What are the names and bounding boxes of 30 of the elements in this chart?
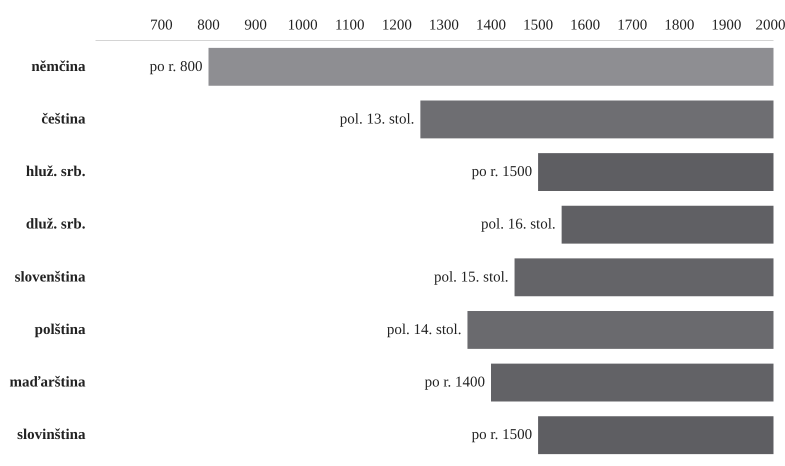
- x-tick-label: 900: [244, 18, 267, 34]
- x-tick-label: 1600: [570, 18, 600, 34]
- y-tick-label: polština: [34, 322, 86, 338]
- y-tick-label: slovinština: [17, 427, 86, 444]
- y-tick-label: hluž. srb.: [26, 164, 86, 180]
- y-tick-label: němčina: [31, 58, 86, 75]
- x-tick-label: 1000: [288, 18, 318, 34]
- x-tick-label: 1500: [523, 18, 554, 34]
- annotation: po r. 1500: [472, 427, 532, 444]
- y-tick-label: dluž. srb.: [26, 216, 86, 233]
- x-tick-label: 2000: [756, 18, 785, 34]
- annotation: pol. 14. stol.: [386, 322, 462, 338]
- x-tick-label: 800: [197, 18, 220, 34]
- y-tick-label: maďarština: [10, 374, 86, 391]
- x-tick-label: 1200: [382, 18, 412, 34]
- x-tick-label: 1800: [664, 18, 694, 34]
- x-tick-label: 700: [150, 18, 173, 34]
- annotation: po r. 1400: [424, 374, 486, 391]
- x-tick-label: 1900: [711, 18, 742, 34]
- x-tick-label: 1700: [617, 18, 648, 34]
- y-tick-label: slovenština: [14, 269, 86, 286]
- x-tick-label: 1400: [476, 18, 506, 34]
- annotation: po r. 1500: [472, 164, 532, 180]
- annotation: po r. 800: [150, 58, 203, 75]
- annotation: pol. 15. stol.: [434, 269, 509, 286]
- x-tick-label: 1300: [428, 18, 459, 34]
- x-tick-label: 1100: [335, 18, 364, 34]
- annotation: pol. 13. stol.: [340, 111, 414, 128]
- y-tick-label: čeština: [41, 111, 86, 128]
- annotation: pol. 16. stol.: [481, 216, 556, 233]
